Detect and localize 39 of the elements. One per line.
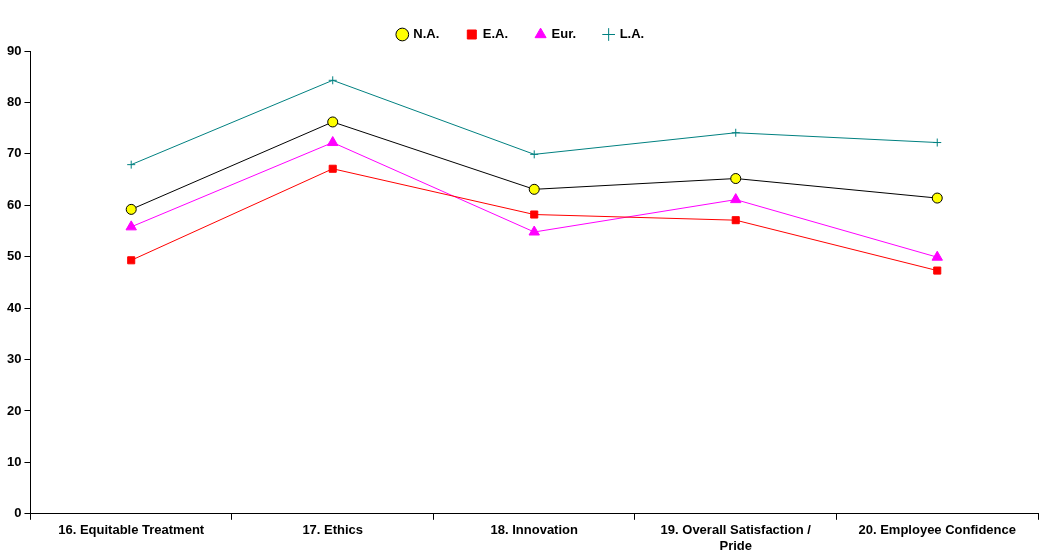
point bbox=[933, 266, 942, 275]
point bbox=[731, 128, 741, 138]
x-tick-label: 19. Overall Satisfaction / Pride bbox=[660, 522, 812, 553]
point bbox=[327, 136, 339, 147]
point bbox=[528, 183, 540, 195]
y-tick-label: 30 bbox=[6, 351, 22, 367]
legend-label: E.A. bbox=[482, 26, 509, 42]
point bbox=[529, 149, 539, 159]
x-tick-label: 18. Innovation bbox=[490, 522, 578, 538]
point bbox=[328, 75, 338, 85]
x-tick-label: 20. Employee Confidence bbox=[858, 522, 1016, 538]
point bbox=[932, 138, 942, 148]
point bbox=[127, 256, 136, 265]
point bbox=[931, 250, 943, 261]
legend-label: N.A. bbox=[413, 26, 440, 42]
point bbox=[125, 220, 137, 231]
y-tick-label: 20 bbox=[6, 402, 22, 418]
point bbox=[126, 160, 136, 170]
y-tick-label: 50 bbox=[6, 248, 22, 264]
legend-label: L.A. bbox=[619, 26, 645, 42]
point bbox=[731, 216, 740, 225]
point bbox=[528, 225, 540, 236]
y-tick-label: 60 bbox=[6, 196, 22, 212]
y-tick-label: 40 bbox=[6, 299, 22, 315]
y-tick-label: 10 bbox=[6, 453, 22, 469]
y-tick-label: 80 bbox=[6, 94, 22, 109]
y-tick-label: 0 bbox=[14, 505, 22, 521]
point bbox=[730, 193, 742, 204]
point bbox=[730, 173, 742, 185]
point bbox=[327, 116, 339, 128]
y-tick-label: 90 bbox=[6, 42, 22, 58]
legend-label: Eur. bbox=[551, 26, 577, 42]
point bbox=[931, 192, 943, 204]
point bbox=[125, 203, 137, 215]
x-tick-label: 16. Equitable Treatment bbox=[58, 522, 205, 538]
point bbox=[530, 210, 539, 219]
y-tick-label: 70 bbox=[6, 145, 22, 161]
point bbox=[328, 164, 337, 173]
x-tick-label: 17. Ethics bbox=[302, 522, 364, 538]
